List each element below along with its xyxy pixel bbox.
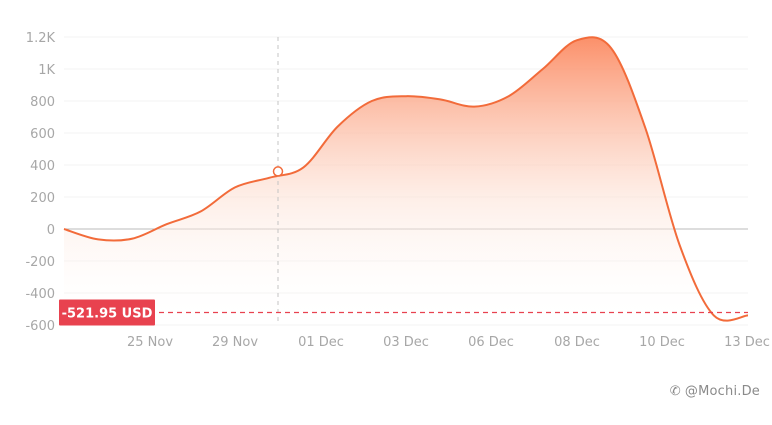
x-tick-label: 10 Dec [639,335,685,350]
highlight-badge-label: -521.95 USD [62,307,153,322]
series-area [64,37,748,326]
y-axis-ticks: 1.2K 1K 800 600 400 200 0 -200 -400 -600 [25,31,55,334]
y-tick-label: 400 [30,159,55,174]
watermark: ✆ @Mochi.De [670,384,760,399]
y-tick-label: 1.2K [26,31,56,46]
y-tick-label: 800 [30,95,55,110]
x-axis-ticks: 25 Nov 29 Nov 01 Dec 03 Dec 06 Dec 08 Dec 10 D… [127,335,770,350]
watermark-text: @Mochi.De [684,384,760,399]
series-line [63,36,749,322]
x-tick-label: 13 Dec [724,335,770,350]
y-tick-label: 1K [38,63,55,78]
y-tick-label: -200 [25,255,55,270]
x-tick-label: 25 Nov [127,335,173,350]
x-tick-label: 08 Dec [554,335,600,350]
x-tick-label: 29 Nov [212,335,258,350]
x-tick-label: 01 Dec [298,335,344,350]
x-tick-label: 03 Dec [383,335,429,350]
x-tick-label: 06 Dec [468,335,514,350]
y-tick-label: 0 [47,223,55,238]
y-tick-label: -600 [25,319,55,334]
chat-bubble-icon: ✆ [669,384,681,399]
y-tick-label: 600 [30,127,55,142]
highlight-badge [59,299,155,326]
y-tick-label: -400 [25,287,55,302]
y-tick-label: 200 [30,191,55,206]
crosshair-marker [272,166,284,177]
